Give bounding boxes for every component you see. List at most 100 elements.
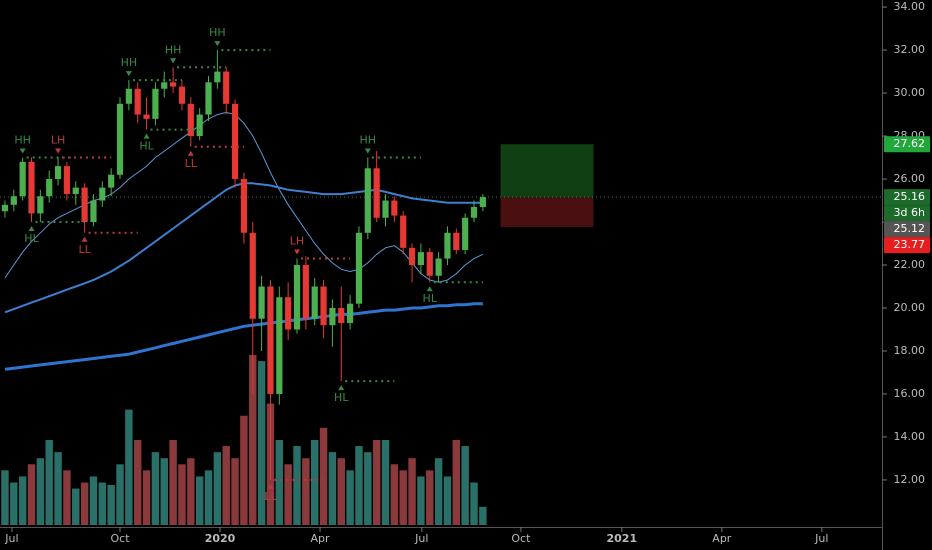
candle-body [258, 286, 265, 319]
pivot-label: LL [264, 490, 277, 503]
volume-bar [434, 458, 443, 525]
candle-body [329, 307, 336, 326]
pivot-marker [426, 286, 433, 292]
pivot-label: LH [51, 134, 65, 147]
pivot-label: HL [24, 232, 39, 245]
pivot-marker [187, 150, 194, 156]
candle-body [231, 103, 239, 180]
volume-bar [195, 476, 204, 525]
price-label: 3d 6h [894, 206, 925, 219]
candle-body [373, 168, 380, 218]
candle-body [338, 307, 345, 324]
y-tick-label: 12.00 [894, 473, 926, 486]
candle-body [161, 82, 168, 89]
volume-bar [310, 440, 319, 525]
candle-body [54, 166, 62, 180]
volume-bar [399, 470, 407, 525]
candle-body [143, 114, 150, 119]
volume-bar [381, 440, 390, 525]
volume-bar [240, 415, 248, 525]
y-tick-label: 26.00 [894, 172, 926, 185]
volume-bar [1, 470, 9, 525]
volume-bar [328, 452, 337, 525]
candle-body [267, 286, 274, 394]
volume-bar [319, 427, 328, 525]
volume-bar [63, 470, 71, 525]
candle-body [90, 200, 97, 223]
pivot-marker [55, 148, 62, 154]
candle-body [400, 215, 407, 248]
volume-bar [125, 409, 133, 525]
x-tick-label: Jul [414, 532, 428, 545]
candle-body [116, 103, 124, 175]
pivot-marker [267, 483, 274, 489]
pivot-label: LL [185, 157, 198, 170]
volume-bar [337, 458, 345, 525]
volume-bar [142, 470, 151, 525]
candle-body [1, 204, 9, 212]
pivot-marker [338, 385, 345, 391]
volume-bar [443, 476, 452, 525]
candle-body [408, 247, 416, 266]
candle-body [63, 166, 71, 195]
candle-body [19, 161, 26, 197]
volume-bar [293, 446, 301, 525]
volume-bar [284, 464, 292, 525]
price-label: 25.12 [894, 222, 926, 235]
candle-body [320, 286, 327, 326]
volume-bar [390, 464, 399, 525]
volume-bar [133, 440, 142, 525]
candle-body [196, 114, 203, 137]
pivot-marker [125, 71, 132, 77]
y-tick-label: 34.00 [894, 0, 926, 13]
price-label-box [884, 189, 930, 206]
x-tick-label: Apr [311, 532, 331, 545]
pivot-label: LL [78, 243, 91, 256]
volume-bar [461, 446, 469, 525]
pivot-marker [214, 41, 221, 47]
x-tick-label: Oct [110, 532, 130, 545]
volume-bar [249, 355, 257, 525]
candle-body [249, 232, 256, 319]
pivot-label: HL [423, 292, 438, 305]
price-label: 23.77 [894, 238, 926, 251]
candle-body [444, 232, 451, 259]
pivot-marker [143, 133, 150, 139]
moving-average [4, 302, 483, 371]
candle-body [285, 297, 292, 330]
candle-body [355, 232, 363, 304]
pivot-label: HH [209, 26, 226, 39]
candle-body [214, 71, 221, 83]
volume-bar [275, 440, 284, 525]
candle-body [134, 88, 141, 115]
volume-bar [36, 458, 45, 525]
candle-body [417, 252, 425, 266]
candle-body [72, 187, 79, 195]
x-tick-label: Jul [4, 532, 18, 545]
pivot-marker [364, 148, 371, 154]
volume-bar [302, 458, 310, 525]
volume-bar [470, 482, 478, 525]
candle-body [462, 217, 469, 250]
candle-body [293, 265, 301, 330]
volume-bar [452, 440, 461, 525]
volume-bar [160, 458, 168, 525]
candle-body [223, 71, 230, 104]
candle-body [302, 265, 309, 319]
candle-body [37, 196, 44, 214]
volume-bar [213, 452, 222, 525]
price-label: 25.16 [894, 190, 926, 203]
volume-bar [72, 488, 80, 525]
y-tick-label: 20.00 [894, 301, 926, 314]
stop-zone [500, 197, 594, 227]
pivot-label: HH [121, 56, 138, 69]
pivot-marker [19, 148, 26, 154]
candle-body [382, 200, 389, 218]
y-tick-label: 14.00 [894, 430, 926, 443]
candle-body [108, 174, 115, 188]
candle-body [453, 232, 460, 250]
pivot-marker [294, 249, 301, 255]
candle-body [364, 168, 371, 233]
candle-body [99, 187, 106, 201]
